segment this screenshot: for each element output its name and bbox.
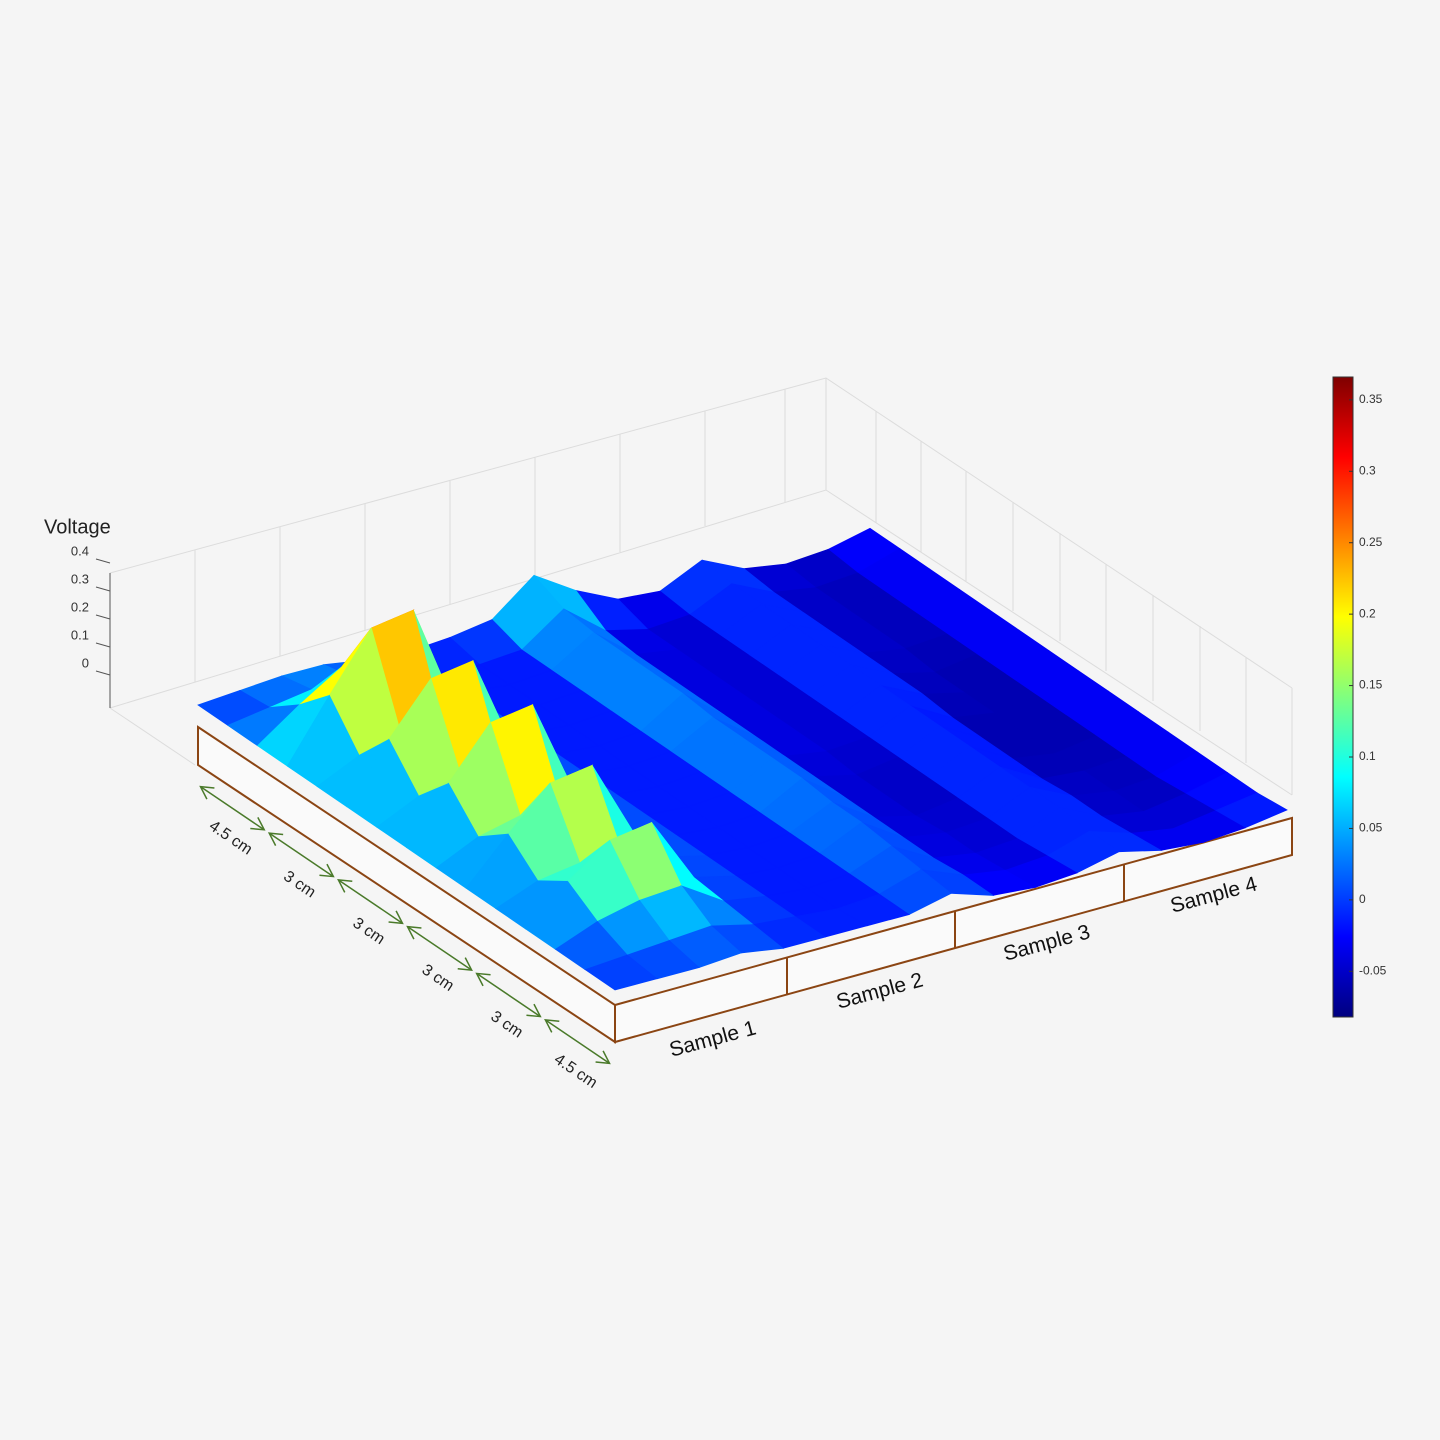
colorbar-tick-label: 0.1 bbox=[1359, 749, 1376, 763]
colorbar-tick-label: 0.3 bbox=[1359, 463, 1376, 477]
sample-box bbox=[197, 725, 1293, 1044]
axes-walls bbox=[109, 377, 1293, 796]
arrow-head bbox=[544, 1019, 560, 1033]
colorbar-tick-label: 0.15 bbox=[1359, 678, 1383, 692]
arrow-head bbox=[337, 879, 353, 893]
z-tick-label: 0.3 bbox=[71, 571, 89, 586]
colorbar-tick-label: 0.35 bbox=[1359, 392, 1383, 406]
z-axis-label: Voltage bbox=[44, 516, 111, 538]
z-tick-label: 0.1 bbox=[71, 627, 89, 642]
z-axis: 0 0.1 0.2 0.3 0.4 bbox=[71, 543, 111, 708]
dimension-arrow bbox=[338, 879, 403, 924]
arrow-head bbox=[388, 910, 404, 925]
arrow-head bbox=[457, 957, 473, 971]
z-tick bbox=[95, 614, 111, 620]
colorbar-tick-label: -0.05 bbox=[1359, 963, 1387, 977]
z-tick-label: 0 bbox=[82, 655, 89, 670]
box-front bbox=[614, 816, 1293, 1044]
arrow-head bbox=[526, 1003, 542, 1018]
dimension-arrow bbox=[407, 926, 472, 971]
arrow-head bbox=[199, 785, 215, 800]
colorbar-tick-label: 0.2 bbox=[1359, 606, 1376, 620]
arrow-head bbox=[475, 972, 491, 987]
dimension-arrow bbox=[269, 832, 334, 877]
arrow-head bbox=[595, 1050, 611, 1065]
z-tick bbox=[95, 670, 111, 676]
z-tick-label: 0.2 bbox=[71, 599, 89, 614]
z-tick-label: 0.4 bbox=[71, 543, 89, 558]
dimension-arrow bbox=[476, 973, 541, 1017]
colorbar-ticks: -0.05 0 0.05 0.1 0.15 0.2 0.25 0.3 0.35 bbox=[1349, 392, 1387, 977]
colorbar-tick-label: 0.05 bbox=[1359, 821, 1383, 835]
arrow-head bbox=[250, 817, 266, 831]
colorbar-tick-label: 0 bbox=[1359, 892, 1366, 906]
z-tick bbox=[95, 586, 111, 592]
z-tick bbox=[95, 558, 111, 564]
surface bbox=[197, 527, 1288, 991]
surface-cell bbox=[584, 954, 658, 991]
arrow-head bbox=[406, 925, 422, 940]
colorbar-tick-label: 0.25 bbox=[1359, 535, 1383, 549]
arrow-head bbox=[319, 863, 335, 878]
z-tick bbox=[95, 642, 111, 648]
colorbar bbox=[1332, 376, 1354, 1018]
arrow-head bbox=[267, 832, 284, 846]
dimension-arrow bbox=[200, 786, 265, 831]
dimension-arrow bbox=[545, 1019, 610, 1064]
